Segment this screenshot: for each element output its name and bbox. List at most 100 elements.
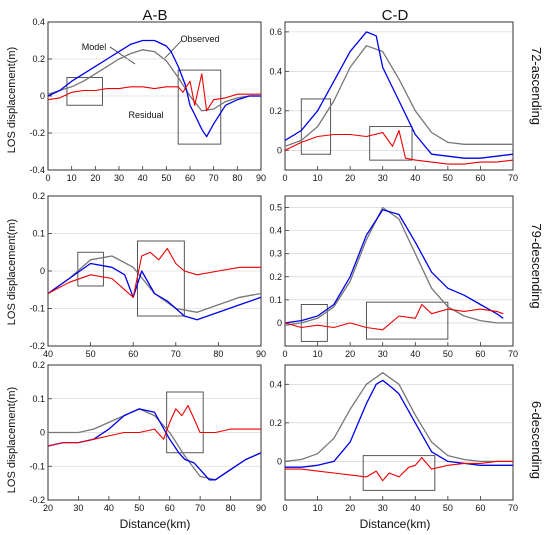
x-tick-label: 50 [161, 173, 171, 183]
x-tick-label: 60 [475, 503, 485, 513]
y-tick-label: 0.5 [269, 203, 282, 213]
x-tick-label: 40 [410, 173, 420, 183]
x-tick-label: 0 [282, 349, 287, 359]
x-tick-label: 60 [475, 349, 485, 359]
x-tick-label: 40 [138, 173, 148, 183]
y-tick-label: 0.3 [269, 249, 282, 259]
highlight-box [365, 301, 449, 340]
ylabel-row-3: LOS displacement(m) [6, 387, 18, 493]
x-tick-label: 20 [345, 173, 355, 183]
y-tick-label: -0.4 [29, 165, 45, 175]
row-title-6-descending: 6-descending [529, 401, 544, 479]
x-tick-label: 40 [104, 503, 114, 513]
series-residual-line [284, 303, 504, 331]
annotation-model: Model [82, 42, 107, 52]
y-tick-label: 0.2 [269, 272, 282, 282]
panel-6: 0 10 20 30 40 50 60 70 0 0.2 0.4 [269, 364, 518, 513]
y-tick-label: 0.2 [32, 360, 45, 370]
y-tick-label: 0.1 [32, 394, 45, 404]
x-tick-label: 60 [128, 349, 138, 359]
y-tick-label: 0.2 [32, 54, 45, 64]
highlight-box [66, 77, 103, 106]
x-tick-label: 50 [443, 349, 453, 359]
x-tick-label: 50 [443, 173, 453, 183]
highlight-box [137, 240, 185, 317]
series-residual-line [47, 247, 261, 298]
x-tick-label: 10 [313, 349, 323, 359]
highlight-box [300, 98, 332, 155]
x-tick-label: 30 [378, 503, 388, 513]
x-tick-label: 40 [43, 349, 53, 359]
y-tick-label: -0.1 [29, 461, 45, 471]
series-model-line [47, 255, 262, 313]
y-tick-label: 0.4 [32, 17, 45, 27]
series-observed-line [285, 379, 513, 468]
series-model-line [284, 206, 513, 326]
panel-4: 0 10 20 30 40 50 60 70 0 0.1 0.2 0.3 0.4 0.5 [269, 195, 518, 359]
y-tick-label: 0.4 [269, 66, 282, 76]
x-tick-label: 30 [378, 173, 388, 183]
y-tick-label: 0.6 [269, 27, 282, 37]
highlight-box [166, 391, 204, 454]
series-residual-line [47, 404, 261, 447]
series-observed-line [47, 39, 261, 138]
series-model-line [47, 49, 261, 112]
y-tick-label: -0.2 [29, 495, 45, 505]
row-title-72-ascending: 72-ascending [529, 47, 544, 125]
x-tick-label: 70 [508, 503, 518, 513]
x-tick-label: 60 [475, 173, 485, 183]
y-tick-label: 0.2 [269, 106, 282, 116]
y-tick-label: 0.1 [269, 295, 282, 305]
x-tick-label: 90 [256, 349, 266, 359]
x-tick-label: 50 [443, 503, 453, 513]
series-model-line [284, 45, 513, 147]
x-tick-label: 70 [508, 349, 518, 359]
x-tick-label: 80 [226, 503, 236, 513]
y-tick-label: 0 [277, 318, 282, 328]
x-tick-label: 90 [256, 173, 266, 183]
x-tick-label: 0 [282, 173, 287, 183]
x-tick-label: 80 [232, 173, 242, 183]
row-title-79-descending: 79-descending [529, 223, 544, 308]
y-tick-label: 0.4 [269, 226, 282, 236]
x-tick-label: 0 [282, 503, 287, 513]
x-tick-label: 70 [209, 173, 219, 183]
y-tick-label: 0 [277, 456, 282, 466]
panel-3: 40 50 60 70 80 90 -0.2 -0.1 0 0.1 0.2 [29, 191, 266, 359]
x-tick-label: 10 [67, 173, 77, 183]
ylabel-row-2: LOS displacement(m) [6, 219, 18, 325]
y-tick-label: 0 [40, 91, 45, 101]
series-observed-line [47, 408, 262, 481]
series-residual-line [285, 457, 513, 482]
xlabel-cd: Distance(km) [360, 517, 431, 531]
x-tick-label: 60 [165, 503, 175, 513]
y-tick-label: 0.2 [32, 191, 45, 201]
x-tick-label: 10 [313, 503, 323, 513]
series-observed-line [47, 262, 262, 321]
y-tick-label: -0.2 [29, 128, 45, 138]
highlight-box [362, 455, 436, 491]
y-tick-label: 0 [277, 145, 282, 155]
x-tick-label: 40 [410, 503, 420, 513]
panel-2: 0 10 20 30 40 50 60 70 0 0.2 0.4 0.6 [269, 21, 518, 183]
series-model-line [284, 372, 513, 463]
plot-frame [284, 195, 514, 347]
y-tick-label: 0.2 [269, 418, 282, 428]
x-tick-label: 80 [213, 349, 223, 359]
series-residual-line [47, 73, 261, 112]
x-tick-label: 20 [345, 349, 355, 359]
x-tick-label: 70 [508, 173, 518, 183]
x-tick-label: 50 [86, 349, 96, 359]
x-tick-label: 40 [410, 349, 420, 359]
highlight-box [177, 69, 222, 145]
y-tick-label: 0 [40, 266, 45, 276]
x-tick-label: 50 [134, 503, 144, 513]
panel-5: 20 30 40 50 60 70 80 90 -0.2 -0.1 0 0.1 0.2 [29, 360, 266, 513]
ylabel-row-1: LOS displacement(m) [6, 47, 18, 153]
plot-frame [284, 364, 514, 501]
y-tick-label: -0.2 [29, 341, 45, 351]
annotation-residual: Residual [128, 110, 163, 120]
x-tick-label: 70 [171, 349, 181, 359]
x-tick-label: 70 [195, 503, 205, 513]
